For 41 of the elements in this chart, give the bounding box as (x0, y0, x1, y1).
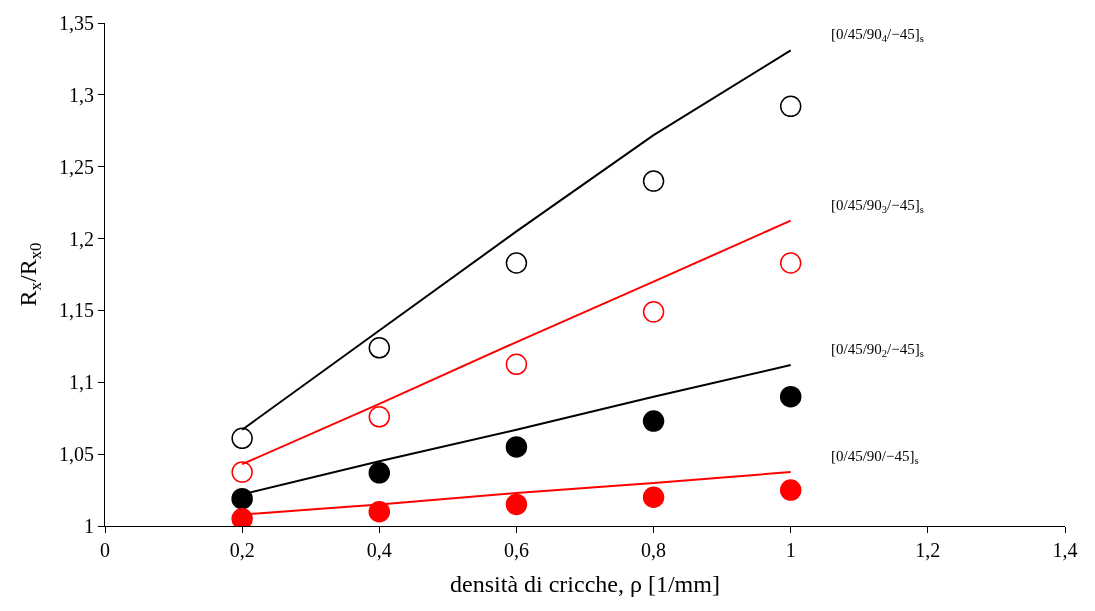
point (779, 252, 802, 274)
x-tick-label: 1 (785, 539, 796, 561)
point (642, 170, 665, 192)
point (231, 427, 253, 450)
x-tick-label: 0,2 (229, 539, 255, 561)
text: [0/45/90/−45]$_{s}$ (831, 448, 919, 467)
x-tick-label: 0,8 (641, 539, 667, 561)
text: [0/45/90$_{3}$/−45]$_{s}$ (831, 197, 924, 216)
point (505, 436, 528, 458)
y-tick-label: 1,25 (59, 155, 94, 178)
y-tick-label: 1,05 (59, 443, 94, 466)
y-tick-label: 1,35 (59, 12, 94, 34)
y-tick-label: 1,15 (59, 299, 94, 322)
point (368, 462, 391, 484)
point (642, 486, 665, 508)
point (642, 410, 665, 432)
y-tick-label: 1,3 (69, 83, 94, 106)
x-tick-label: 0,4 (366, 539, 392, 561)
point (779, 95, 802, 118)
point (642, 301, 665, 323)
point (231, 461, 253, 483)
point (231, 508, 253, 526)
point (368, 406, 391, 428)
x-tick-label: 0 (100, 539, 110, 561)
y-tick-label: 1,1 (69, 371, 94, 394)
x-tick-label: 0,6 (503, 539, 529, 561)
text: [0/45/90$_{4}$/−45]$_{s}$ (831, 26, 924, 45)
y-tick-label: 1,2 (69, 227, 94, 250)
text: [0/45/90$_{2}$/−45]$_{s}$ (831, 341, 924, 360)
point (505, 493, 528, 516)
x-tick-label: 1,2 (915, 539, 941, 561)
point (505, 252, 528, 274)
point (505, 353, 528, 376)
point (368, 500, 391, 523)
point (368, 337, 391, 359)
y-tick-label: 1 (84, 515, 94, 537)
point (231, 487, 253, 510)
x-tick-label: 1,4 (1052, 539, 1078, 561)
point (779, 479, 802, 501)
point (779, 385, 802, 408)
x-axis-title: densità di cricche, ρ [1/mm] (450, 571, 720, 598)
